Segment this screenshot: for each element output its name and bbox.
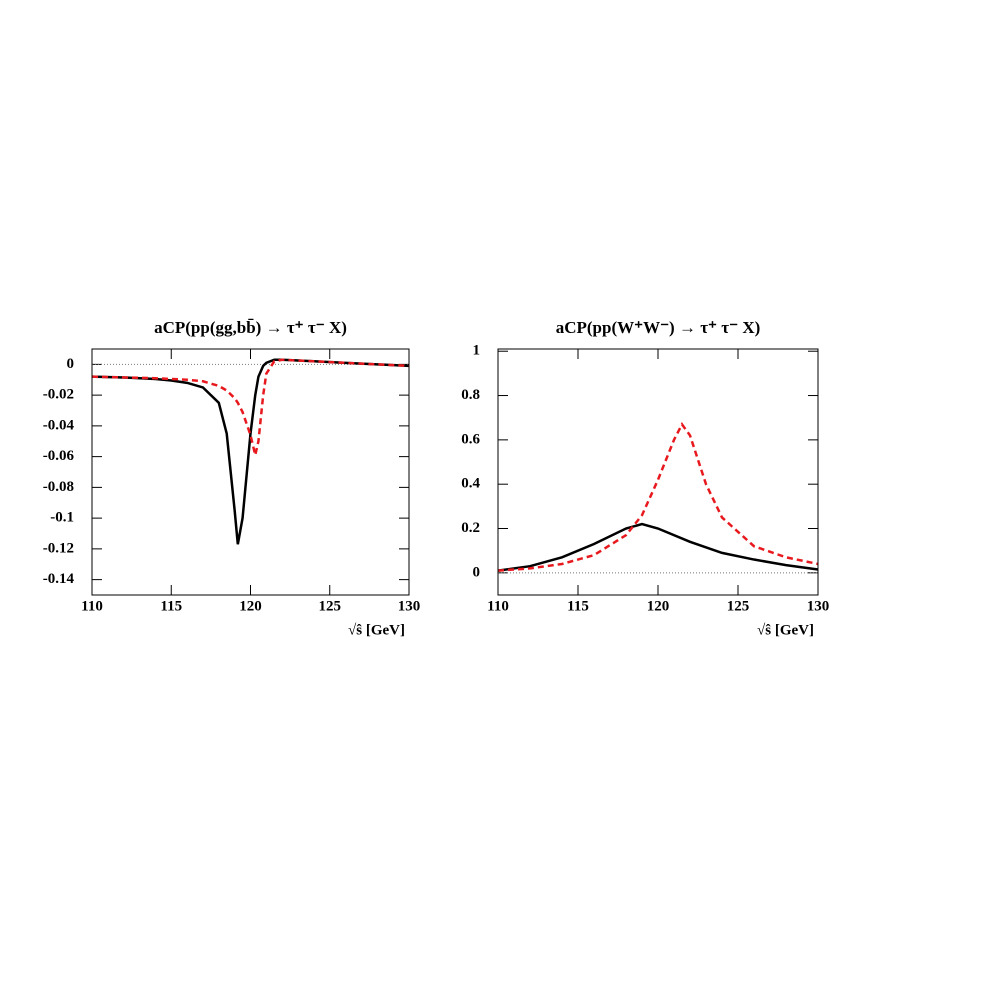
series-line <box>91 358 410 545</box>
x-tick-label: 115 <box>567 598 589 614</box>
y-tick-label: -0.08 <box>43 479 74 495</box>
chart-title: aCP(pp(gg,bb̄) → τ⁺ τ⁻ X) <box>154 318 347 337</box>
y-tick-label: 0.8 <box>461 387 480 403</box>
x-tick-label: 130 <box>807 598 830 614</box>
x-tick-label: 110 <box>487 598 509 614</box>
y-tick-label: 0.6 <box>461 431 480 447</box>
plot-frame <box>91 348 410 596</box>
chart-title: aCP(pp(W⁺W⁻) → τ⁺ τ⁻ X) <box>556 318 761 337</box>
y-tick-label: -0.12 <box>43 540 74 556</box>
y-tick-label: -0.14 <box>43 571 75 587</box>
y-tick-label: 0.4 <box>461 476 480 492</box>
series-line <box>497 421 819 572</box>
y-tick-label: -0.02 <box>43 387 74 403</box>
x-axis-label: √ŝ [GeV] <box>757 622 814 638</box>
x-tick-label: 115 <box>160 598 182 614</box>
x-tick-label: 120 <box>647 598 670 614</box>
x-tick-label: 125 <box>727 598 750 614</box>
y-tick-label: 0 <box>473 564 481 580</box>
x-tick-label: 120 <box>239 598 262 614</box>
x-tick-label: 125 <box>319 598 342 614</box>
x-axis-label: √ŝ [GeV] <box>348 622 405 638</box>
x-tick-label: 110 <box>81 598 103 614</box>
y-tick-label: 0.2 <box>461 520 480 536</box>
series-line <box>497 522 819 572</box>
y-tick-label: 1 <box>473 343 481 359</box>
series-line <box>91 358 410 456</box>
y-tick-label: -0.04 <box>43 417 75 433</box>
y-tick-label: 0 <box>67 356 75 372</box>
x-tick-label: 130 <box>398 598 421 614</box>
plot-frame <box>497 348 819 596</box>
y-tick-label: -0.1 <box>50 510 74 526</box>
y-tick-label: -0.06 <box>43 448 75 464</box>
